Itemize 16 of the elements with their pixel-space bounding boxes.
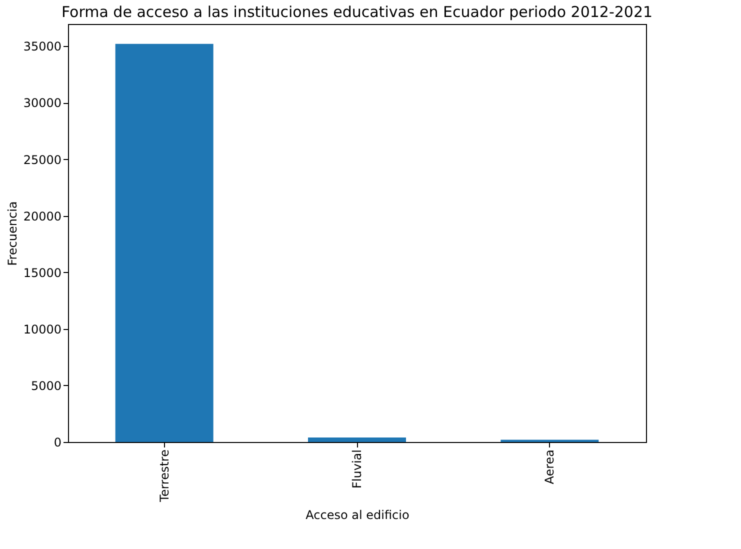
- y-tick-label: 5000: [30, 378, 62, 393]
- y-tick-label: 25000: [23, 152, 62, 167]
- bar: [308, 437, 406, 442]
- bar: [115, 44, 214, 442]
- x-tick-label: Aerea: [542, 450, 557, 484]
- y-tick-label: 10000: [23, 322, 62, 336]
- y-tick-label: 15000: [23, 266, 62, 280]
- y-tick-label: 35000: [23, 40, 62, 54]
- x-tick-label: Terrestre: [157, 450, 172, 503]
- y-tick-label: 30000: [23, 96, 62, 110]
- y-axis-title: Frecuencia: [5, 201, 20, 266]
- y-tick-label: 20000: [23, 209, 62, 224]
- chart-title: Forma de acceso a las instituciones educativas en Ecuador periodo 2012-2021: [61, 3, 653, 21]
- x-axis-title: Acceso al edificio: [306, 508, 410, 522]
- y-tick-label: 0: [54, 436, 62, 450]
- x-tick-label: Fluvial: [350, 450, 364, 488]
